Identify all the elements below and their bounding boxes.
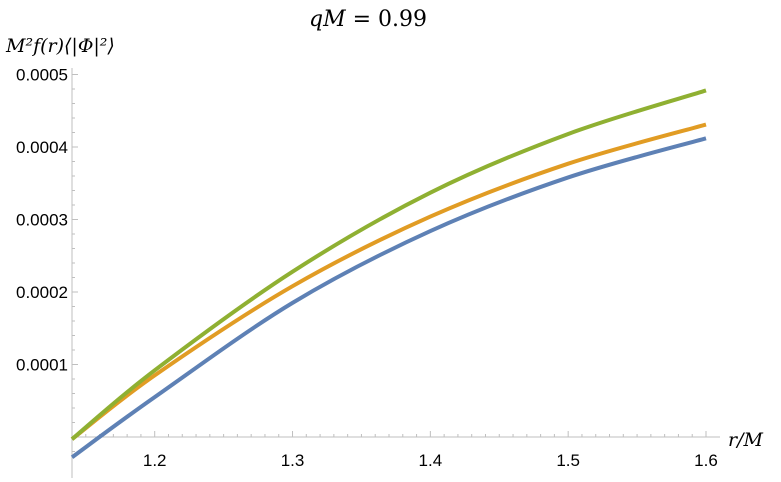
- series-line-1: [70, 136, 707, 459]
- x-tick-label: 1.3: [281, 451, 305, 470]
- x-tick-label: 1.5: [556, 451, 580, 470]
- y-axis-label: M²f(r)⟨|Φ|²⟩: [5, 35, 115, 57]
- x-tick-label: 1.4: [419, 451, 443, 470]
- series-line-3: [70, 88, 707, 441]
- y-tick-label: 0.0004: [16, 138, 68, 157]
- y-tick-label: 0.0002: [16, 283, 68, 302]
- x-tick-label: 1.2: [143, 451, 167, 470]
- y-tick-label: 0.0001: [16, 356, 68, 375]
- x-axis-label: r/M: [728, 429, 763, 451]
- chart-title: qM = 0.99: [309, 7, 427, 32]
- ticks: 1.2 1.3 1.4 1.5 1.6 0.0001 0.0002 0.0003 0.0004 0…: [16, 66, 718, 471]
- series-line-2: [70, 122, 707, 441]
- series-group: [70, 88, 707, 459]
- x-tick-label: 1.6: [694, 451, 718, 470]
- y-tick-label: 0.0005: [16, 66, 68, 85]
- y-tick-label: 0.0003: [16, 211, 68, 230]
